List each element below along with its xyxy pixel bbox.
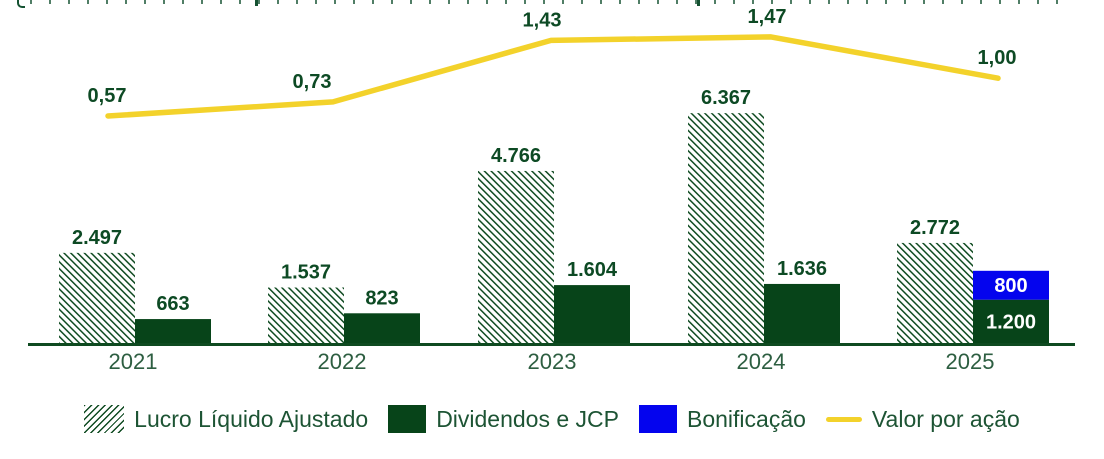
x-axis-label-2021: 2021: [109, 349, 158, 374]
bar-label-dividendos-2024: 1.636: [777, 258, 827, 280]
line-label-2022: 0,73: [293, 71, 332, 93]
bar-dividendos-2021: [135, 319, 211, 343]
bar-lucro-2025: [897, 242, 973, 343]
line-label-2021: 0,57: [88, 85, 127, 107]
bar-bonificacao-2025: [973, 270, 1049, 300]
legend-label-lucro-liquido: Lucro Líquido Ajustado: [134, 405, 369, 432]
legend-label-bonificacao: Bonificação: [687, 405, 806, 432]
bar-dividendos-2022: [344, 313, 420, 343]
bar-dividendos-2025: [973, 299, 1049, 343]
legend-item-lucro-liquido: Lucro Líquido Ajustado: [84, 405, 368, 433]
cropped-title-remnant: [30, 0, 1060, 4]
bar-lucro-2023: [478, 170, 554, 343]
bar-label-lucro-2025: 2.772: [910, 217, 960, 239]
legend-item-bonificacao: Bonificação: [639, 405, 806, 433]
bar-dividendos-2024: [764, 283, 840, 343]
legend-label-valor-por-acao: Valor por ação: [871, 405, 1020, 432]
bar-lucro-2022: [268, 287, 344, 343]
bar-label-lucro-2022: 1.537: [281, 262, 331, 284]
bar-label-dividendos-2022: 823: [365, 287, 398, 309]
valor-por-acao-line: [105, 34, 1001, 119]
bar-label-lucro-2023: 4.766: [491, 145, 541, 167]
chart-legend: Lucro Líquido Ajustado Dividendos e JCP …: [0, 398, 1104, 440]
x-axis-label-2023: 2023: [528, 349, 577, 374]
bar-label-lucro-2024: 6.367: [701, 87, 751, 109]
x-axis-label-2024: 2024: [737, 349, 786, 374]
chart-canvas: 2.497 663 2021 1.537 823 2022 4.766 1.604 2023 6.…: [28, 6, 1075, 374]
hatched-bar-swatch-icon: [84, 405, 125, 433]
legend-label-dividendos: Dividendos e JCP: [436, 405, 619, 432]
yellow-line-swatch-icon: [825, 416, 862, 422]
line-label-2024: 1,47: [748, 6, 787, 28]
bar-label-bonificacao-2025: 800: [994, 275, 1027, 297]
green-bar-swatch-icon: [388, 405, 427, 433]
cropped-text-remnant: [255, 0, 258, 6]
cropped-text-remnant: [17, 0, 25, 8]
x-axis-label-2025: 2025: [946, 349, 995, 374]
legend-item-valor-por-acao: Valor por ação: [825, 405, 1020, 433]
x-axis-label-2022: 2022: [318, 349, 367, 374]
bar-dividendos-2023: [554, 285, 630, 343]
cropped-text-remnant: [697, 0, 700, 6]
bar-label-lucro-2021: 2.497: [72, 227, 122, 249]
line-label-2025: 1,00: [978, 47, 1017, 69]
bar-lucro-2024: [688, 113, 764, 343]
line-label-2023: 1,43: [523, 9, 562, 31]
bar-label-dividendos-2023: 1.604: [567, 259, 618, 281]
bar-lucro-2021: [59, 252, 135, 343]
legend-item-dividendos: Dividendos e JCP: [388, 405, 619, 433]
blue-bar-swatch-icon: [639, 405, 677, 433]
bar-label-dividendos-2021: 663: [156, 293, 189, 315]
bar-label-dividendos-2025: 1.200: [986, 311, 1036, 333]
